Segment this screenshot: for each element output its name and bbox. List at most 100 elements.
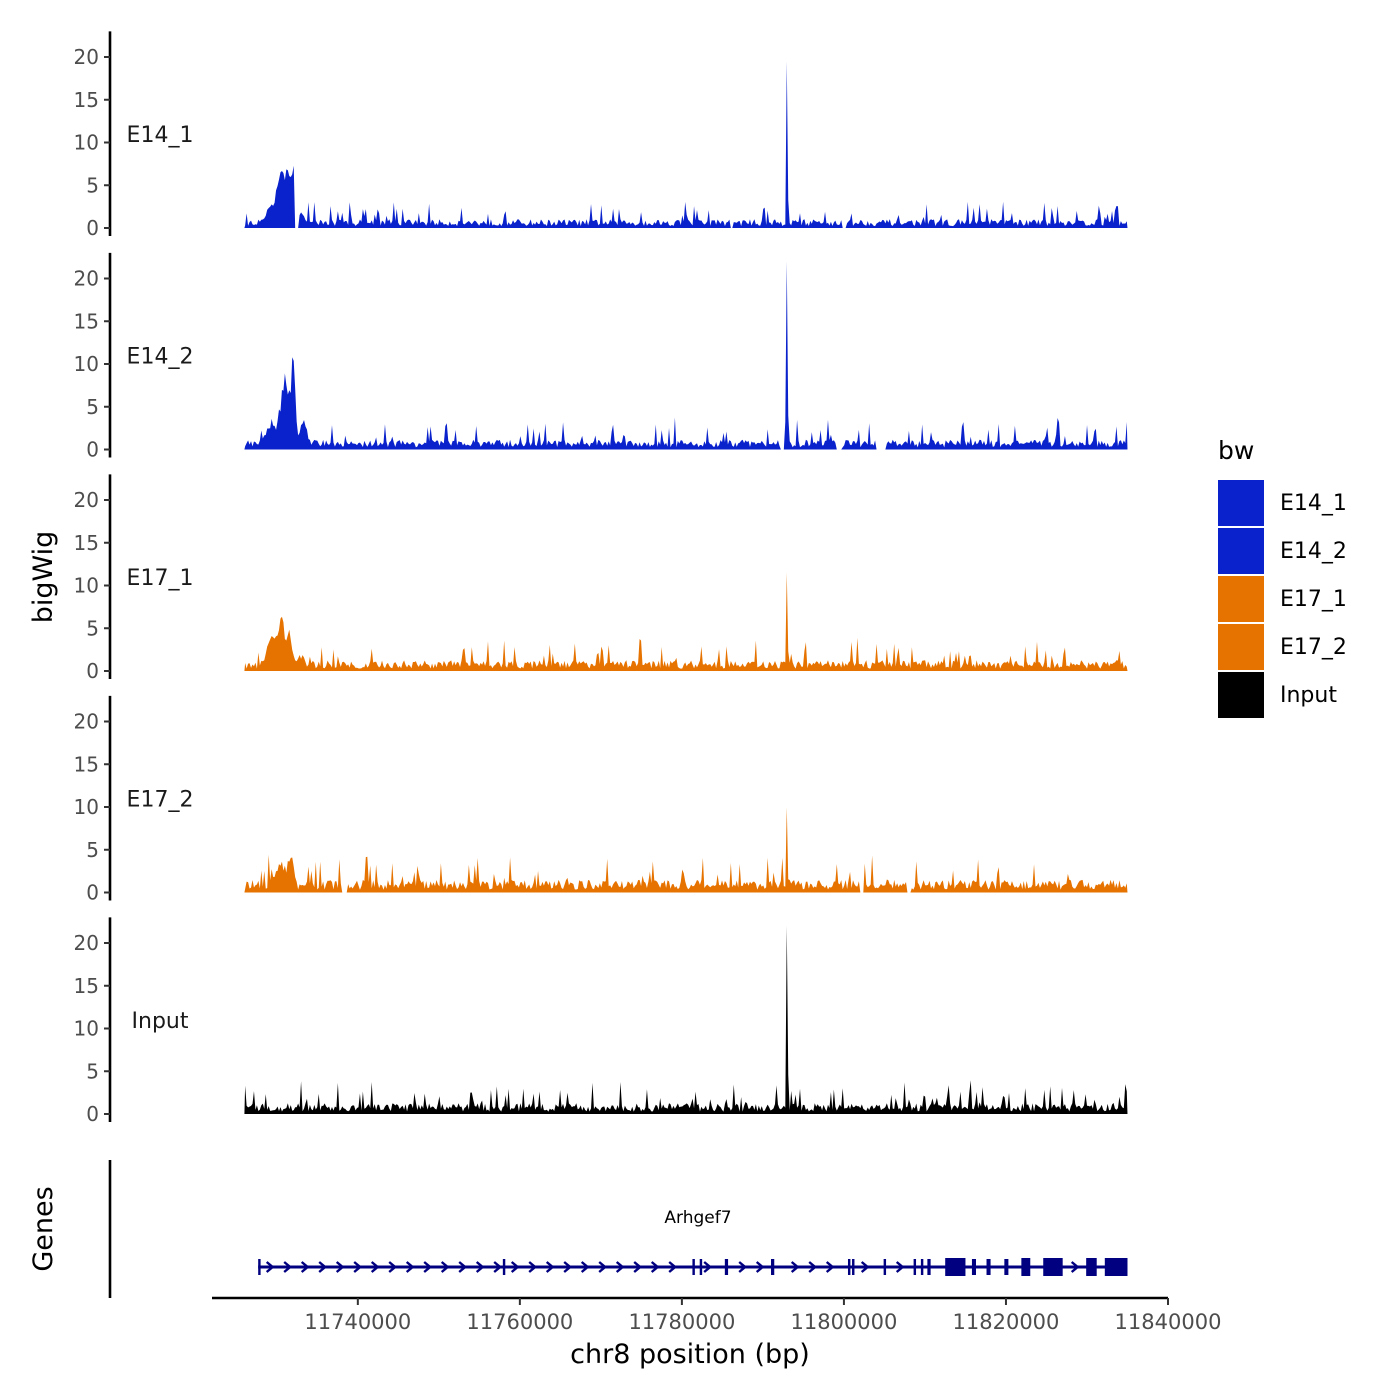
y-tick-label: 10: [74, 1017, 99, 1041]
gene-exon: [847, 1259, 851, 1275]
gene-exon: [852, 1259, 855, 1275]
strand-arrow: [545, 1261, 555, 1273]
strand-arrow: [335, 1261, 345, 1273]
legend-key-e17-1: [1218, 576, 1264, 622]
gene-exon: [258, 1259, 261, 1275]
strand-arrow: [563, 1261, 573, 1273]
strand-arrow: [738, 1261, 748, 1273]
track-panels: 05101520E14_105101520E14_205101520E17_10…: [74, 31, 1128, 1126]
gene-exon: [971, 1259, 976, 1275]
y-tick-label: 20: [74, 710, 99, 734]
x-tick-label: 11740000: [304, 1310, 411, 1334]
gene-exon: [692, 1259, 695, 1275]
strand-arrow: [790, 1261, 800, 1273]
y-tick-label: 10: [74, 795, 99, 819]
y-tick-label: 20: [74, 45, 99, 69]
strand-arrow: [510, 1261, 520, 1273]
y-tick-label: 15: [74, 88, 99, 112]
y-tick-label: 0: [86, 438, 99, 462]
strand-arrow: [440, 1261, 450, 1273]
y-tick-label: 5: [86, 395, 99, 419]
y-tick-label: 10: [74, 352, 99, 376]
gene-exon: [1104, 1258, 1128, 1276]
gene-exon: [945, 1258, 966, 1276]
legend-label: E14_2: [1280, 539, 1347, 564]
strand-arrow: [860, 1261, 870, 1273]
gene-track-title: Genes: [28, 1186, 59, 1271]
y-tick-label: 15: [74, 974, 99, 998]
x-tick-label: 11820000: [953, 1310, 1060, 1334]
gene-exon: [1086, 1258, 1097, 1276]
y-tick-label: 0: [86, 881, 99, 905]
strand-arrow: [668, 1261, 678, 1273]
y-tick-label: 5: [86, 616, 99, 640]
track-label: Input: [132, 1009, 189, 1034]
track-label: E17_2: [127, 788, 194, 813]
strand-arrow: [650, 1261, 660, 1273]
strand-arrow: [370, 1261, 380, 1273]
gene-exon: [1043, 1258, 1063, 1276]
legend-label: E17_2: [1280, 635, 1347, 660]
y-tick-label: 5: [86, 838, 99, 862]
strand-arrow: [300, 1261, 310, 1273]
gene-exon: [1004, 1259, 1009, 1275]
y-tick-label: 0: [86, 659, 99, 683]
strand-arrow: [423, 1261, 433, 1273]
legend: bw E14_1 E14_2 E17_1 E17_2 Input: [1218, 436, 1347, 718]
strand-arrow: [755, 1261, 765, 1273]
y-tick-label: 15: [74, 309, 99, 333]
legend-key-e14-1: [1218, 480, 1264, 526]
strand-arrow: [458, 1261, 468, 1273]
legend-label: E17_1: [1280, 587, 1347, 612]
gene-exon: [883, 1259, 887, 1275]
x-tick-label: 11800000: [790, 1310, 897, 1334]
strand-arrow: [703, 1261, 713, 1273]
y-tick-label: 20: [74, 267, 99, 291]
x-axis-title: chr8 position (bp): [570, 1339, 810, 1370]
track-panel-e14-1: 0 5 10 15 20 E14_1: [74, 31, 1128, 240]
x-tick-label: 11760000: [466, 1310, 573, 1334]
track-panel-input: 0 5 10 15 20 Input: [74, 917, 1128, 1126]
strand-arrow: [1070, 1261, 1080, 1273]
track-panel-e17-1: 0 5 10 15 20 E17_1: [74, 474, 1128, 683]
legend-key-e17-2: [1218, 624, 1264, 670]
track-label: E14_1: [127, 123, 194, 148]
y-tick-label: 15: [74, 531, 99, 555]
strand-arrow: [808, 1261, 818, 1273]
x-axis: chr8 position (bp) 11740000 11760000 11780…: [212, 1296, 1222, 1370]
strand-arrow: [405, 1261, 415, 1273]
signal-area-e17-1: [244, 572, 1128, 671]
track-panel-e17-2: 0 5 10 15 20 E17_2: [74, 695, 1128, 905]
y-tick-label: 15: [74, 752, 99, 776]
gene-exon: [1021, 1258, 1031, 1276]
y-tick-label: 20: [74, 931, 99, 955]
gene-name-label: Arhgef7: [664, 1208, 731, 1228]
gene-exon: [920, 1259, 924, 1275]
gene-track: Genes Arhgef7: [28, 1160, 1128, 1298]
strand-arrow: [528, 1261, 538, 1273]
gene-exon: [771, 1259, 775, 1275]
y-tick-label: 5: [86, 1059, 99, 1083]
strand-arrow: [318, 1261, 328, 1273]
legend-label: Input: [1280, 683, 1337, 708]
y-tick-label: 20: [74, 488, 99, 512]
strand-arrow: [615, 1261, 625, 1273]
x-tick-label: 11780000: [628, 1310, 735, 1334]
track-panel-e14-2: 0 5 10 15 20 E14_2: [74, 252, 1128, 462]
gene-exon: [927, 1259, 931, 1275]
gene-exon: [913, 1259, 917, 1275]
gene-exon: [502, 1259, 506, 1275]
y-axis-title: bigWig: [28, 531, 59, 624]
strand-arrow: [283, 1261, 293, 1273]
legend-label: E14_1: [1280, 491, 1347, 516]
legend-key-e14-2: [1218, 528, 1264, 574]
strand-arrow: [353, 1261, 363, 1273]
gene-exon: [699, 1259, 703, 1275]
strand-arrow: [580, 1261, 590, 1273]
y-tick-label: 0: [86, 216, 99, 240]
y-tick-label: 0: [86, 1102, 99, 1126]
x-tick-label: 11840000: [1115, 1310, 1222, 1334]
strand-arrow: [633, 1261, 643, 1273]
